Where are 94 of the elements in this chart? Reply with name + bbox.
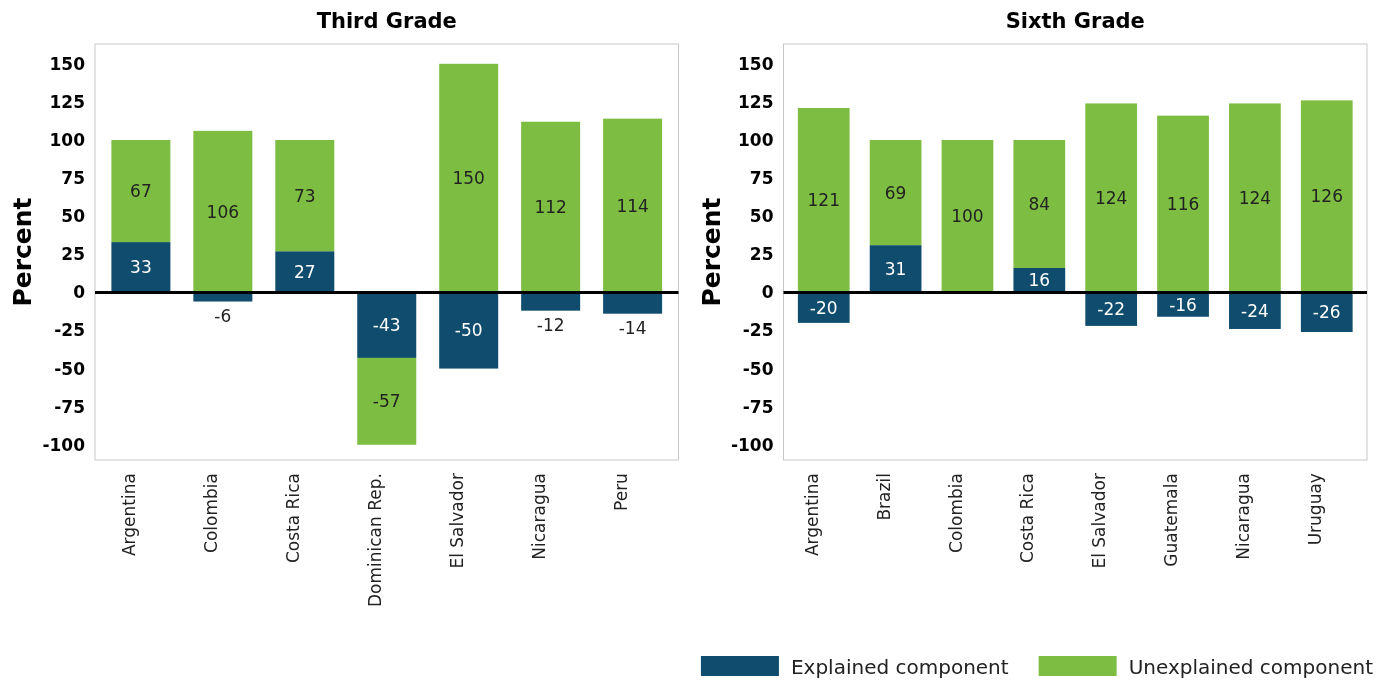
bar — [603, 292, 663, 314]
y-tick-label: -50 — [54, 358, 86, 379]
x-tick-label: Costa Rica — [282, 473, 303, 564]
x-tick-label: El Salvador — [446, 473, 467, 569]
data-label: 27 — [293, 261, 316, 282]
bar — [357, 357, 417, 445]
chart-title: Sixth Grade — [1005, 9, 1145, 33]
data-label: 114 — [616, 195, 649, 216]
data-label: 16 — [1028, 270, 1051, 291]
bar — [111, 242, 171, 293]
data-label: 73 — [293, 185, 316, 206]
x-tick-label: Uruguay — [1304, 473, 1325, 546]
data-label: -14 — [618, 317, 647, 338]
legend-label: Unexplained component — [1128, 655, 1374, 679]
data-label: 121 — [807, 190, 840, 211]
bar — [869, 140, 922, 246]
bar — [521, 121, 581, 293]
data-label: 116 — [1166, 194, 1200, 214]
y-tick-label: -50 — [742, 358, 774, 379]
data-label: 84 — [1028, 194, 1051, 214]
y-tick-label: 25 — [749, 244, 774, 265]
x-tick-label: Costa Rica — [1017, 473, 1038, 564]
y-tick-label: 50 — [61, 206, 86, 227]
bar — [193, 130, 253, 293]
y-tick-label: 25 — [61, 244, 85, 265]
data-label: 33 — [130, 257, 152, 278]
bar — [521, 292, 581, 311]
y-tick-label: 0 — [73, 282, 86, 303]
y-tick-label: 125 — [49, 91, 85, 112]
bar — [941, 140, 994, 293]
data-label: 106 — [206, 201, 240, 222]
data-label: 31 — [884, 258, 907, 279]
data-label: 150 — [452, 168, 485, 189]
data-label: -12 — [536, 314, 565, 335]
x-tick-label: Colombia — [200, 473, 221, 553]
data-label: 124 — [1094, 187, 1128, 208]
bar — [357, 292, 417, 358]
y-tick-label: 75 — [61, 168, 85, 189]
data-label: 67 — [130, 181, 152, 202]
bar — [1229, 103, 1281, 293]
y-tick-label: 75 — [749, 168, 774, 189]
data-label: -24 — [1241, 300, 1269, 321]
bar — [1013, 140, 1066, 268]
y-tick-label: -100 — [42, 434, 86, 455]
y-tick-label: 125 — [738, 91, 774, 112]
y-tick-label: 0 — [761, 282, 774, 303]
bar — [1157, 115, 1209, 293]
y-tick-label: -100 — [730, 434, 774, 455]
chart-title: Third Grade — [316, 9, 457, 33]
data-label: -43 — [372, 315, 401, 336]
x-tick-label: Argentina — [118, 473, 139, 557]
data-label: -20 — [809, 297, 838, 318]
data-label: -50 — [454, 320, 483, 341]
legend-label: Explained component — [790, 655, 1009, 679]
x-tick-label: Nicaragua — [528, 473, 549, 560]
bar — [111, 140, 171, 243]
data-label: -6 — [214, 305, 232, 326]
bar — [439, 292, 499, 369]
data-label: -57 — [372, 391, 401, 412]
data-label: -16 — [1169, 294, 1197, 315]
y-axis-title: Percent — [696, 197, 726, 307]
y-tick-label: -25 — [742, 320, 774, 341]
y-axis-title: Percent — [8, 197, 37, 307]
bar — [1300, 100, 1353, 293]
bar — [275, 140, 335, 252]
bar — [603, 118, 663, 293]
y-tick-label: 100 — [738, 129, 774, 150]
data-label: 69 — [884, 182, 907, 203]
bar — [275, 251, 335, 293]
x-tick-label: Argentina — [801, 473, 822, 557]
x-tick-label: Nicaragua — [1232, 473, 1253, 560]
data-label: -26 — [1312, 302, 1341, 323]
data-label: 100 — [951, 206, 984, 227]
x-tick-label: Brazil — [873, 473, 894, 521]
bar — [439, 63, 499, 293]
bar — [1085, 103, 1138, 293]
y-tick-label: 100 — [49, 129, 86, 150]
data-label: -22 — [1097, 299, 1126, 320]
x-tick-label: El Salvador — [1089, 473, 1110, 569]
data-label: 126 — [1310, 186, 1343, 207]
x-tick-label: Colombia — [945, 473, 966, 553]
data-label: 112 — [534, 197, 567, 218]
x-tick-label: Guatemala — [1161, 473, 1182, 567]
y-tick-label: 150 — [49, 53, 86, 74]
y-tick-label: -25 — [54, 320, 85, 341]
y-tick-label: -75 — [742, 396, 774, 417]
y-tick-label: 50 — [749, 206, 774, 227]
x-tick-label: Dominican Rep. — [364, 473, 385, 608]
data-label: 124 — [1238, 187, 1272, 208]
y-tick-label: -75 — [54, 396, 85, 417]
x-tick-label: Peru — [610, 473, 631, 511]
bar — [797, 108, 850, 293]
y-tick-label: 150 — [738, 53, 774, 74]
bar — [869, 245, 922, 293]
